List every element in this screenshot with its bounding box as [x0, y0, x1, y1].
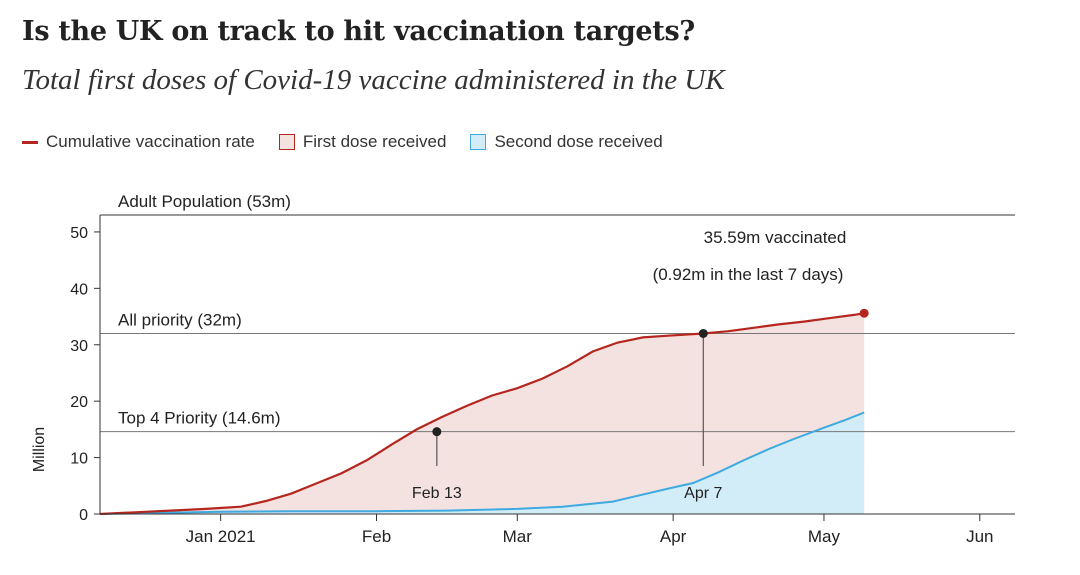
- y-tick-label: 30: [70, 338, 88, 355]
- y-tick-label: 20: [70, 394, 88, 411]
- chart-subtitle: Total first doses of Covid-19 vaccine ad…: [22, 64, 725, 96]
- second-dose-area: [100, 412, 865, 514]
- fill-layer: [100, 313, 865, 514]
- legend-label-second-dose: Second dose received: [494, 132, 663, 151]
- legend-swatch-first-dose: [278, 134, 295, 150]
- y-tick-label: 10: [70, 451, 88, 468]
- chart-title: Is the UK on track to hit vaccination ta…: [22, 16, 695, 47]
- series-layer: [99, 312, 865, 516]
- annotation-date-label: Apr 7: [684, 485, 722, 502]
- grid-layer: Adult Population (53m) All priority (32m)…: [100, 192, 1015, 433]
- annotation-dot: [698, 328, 708, 338]
- latest-total-label: 35.59m vaccinated: [704, 228, 847, 247]
- annotation-dot: [432, 427, 442, 437]
- axes-layer: 0 10 20 30 40 50 Jan 2021 Feb Mar Apr May Jun Millio…: [31, 215, 1015, 546]
- x-tick-label: Mar: [503, 527, 533, 546]
- first-dose-area: [100, 313, 865, 514]
- x-tick-label: May: [808, 527, 841, 546]
- legend: Cumulative vaccination rate First dose r…: [22, 132, 687, 152]
- legend-label-cumulative: Cumulative vaccination rate: [46, 132, 255, 151]
- y-tick-label: 50: [70, 225, 88, 242]
- legend-item-second-dose: Second dose received: [470, 132, 663, 152]
- x-tick-label: Jan 2021: [186, 527, 256, 546]
- x-tick-label: Jun: [966, 527, 993, 546]
- last-7-days-label: (0.92m in the last 7 days): [653, 265, 844, 284]
- legend-item-first-dose: First dose received: [278, 132, 447, 152]
- legend-item-cumulative: Cumulative vaccination rate: [22, 132, 255, 152]
- annotation-date-label: Feb 13: [412, 485, 462, 502]
- legend-swatch-second-dose: [470, 134, 487, 150]
- y-tick-label: 0: [79, 507, 88, 524]
- reference-label: Top 4 Priority (14.6m): [118, 409, 281, 428]
- x-tick-label: Feb: [362, 527, 391, 546]
- reference-label: Adult Population (53m): [118, 192, 291, 211]
- legend-label-first-dose: First dose received: [302, 132, 447, 151]
- x-tick-label: Apr: [660, 527, 687, 546]
- legend-swatch-cumulative: [22, 140, 38, 144]
- latest-value-dot: [859, 308, 869, 318]
- annotation-layer: Feb 13 Apr 7 35.59m vaccinated (0.92m in th…: [412, 228, 869, 502]
- y-axis-label: Million: [31, 427, 48, 472]
- cumulative-rate-line: [99, 312, 865, 516]
- second-dose-line: [99, 411, 865, 515]
- y-tick-label: 40: [70, 281, 88, 298]
- reference-label: All priority (32m): [118, 310, 242, 329]
